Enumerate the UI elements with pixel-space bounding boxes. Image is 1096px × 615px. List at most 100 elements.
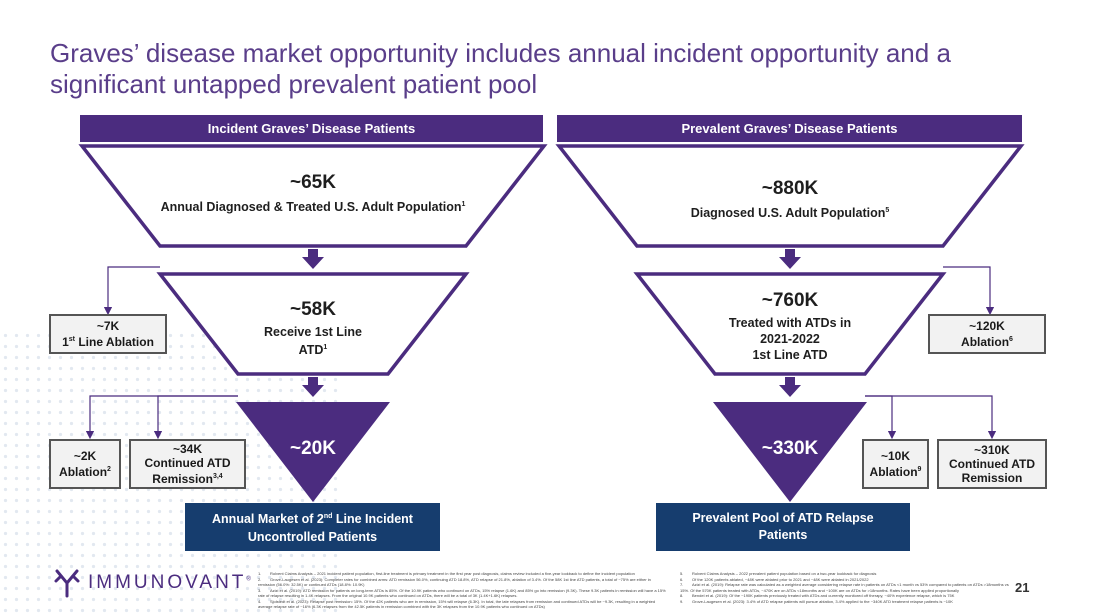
incident-funnel-level2 bbox=[156, 272, 470, 376]
footnote-item: 9. Grove-Laugesen et al. (2023): 3.4% of … bbox=[680, 599, 1010, 605]
incident-side3-value: ~34K bbox=[172, 442, 203, 456]
footnote-item: 5. Rolvent Claims Analysis – 2022 prevale… bbox=[680, 571, 1010, 577]
connector-incident-side1 bbox=[103, 266, 160, 316]
prevalent-header: Prevalent Graves’ Disease Patients bbox=[557, 115, 1022, 142]
footnote-item: 3. Azizi et al. (2019): ATD remission for… bbox=[258, 588, 668, 599]
incident-down-arrow-1 bbox=[302, 249, 324, 269]
company-logo: IMMUNOVANT® bbox=[52, 568, 251, 598]
incident-level1-text: ~65K Annual Diagnosed & Treated U.S. Adu… bbox=[160, 172, 466, 215]
footnote-item: 6. Of the 120K patients ablated, ~48K wer… bbox=[680, 577, 1010, 583]
footnote-number: 1. bbox=[258, 571, 262, 576]
incident-market-box: Annual Market of 2nd Line Incident Uncon… bbox=[185, 503, 440, 551]
incident-level1-ref: 1 bbox=[461, 201, 466, 208]
antibody-logo-icon bbox=[54, 569, 80, 598]
prevalent-level3-value: ~330K bbox=[761, 438, 819, 459]
footnote-text: Of the 120K patients ablated, ~48K were … bbox=[692, 576, 869, 582]
footnote-number: 5. bbox=[680, 571, 684, 576]
footnote-text: Azizi et al. (2019): ATD remission for p… bbox=[258, 587, 666, 599]
prevalent-side1-value: ~120K bbox=[969, 319, 1005, 333]
connector-incident-side2 bbox=[85, 395, 238, 440]
incident-side3-label2: Remission bbox=[152, 472, 213, 486]
connector-prevalent-side1 bbox=[943, 266, 995, 316]
prevalent-side2-label: Ablation bbox=[869, 465, 918, 479]
incident-header: Incident Graves’ Disease Patients bbox=[80, 115, 543, 142]
incident-level2-text: ~58K Receive 1st Line ATD1 bbox=[220, 299, 406, 358]
incident-funnel-level1 bbox=[78, 144, 548, 248]
prevalent-level2-label1: Treated with ATDs in bbox=[728, 316, 852, 330]
footnote-number: 3. bbox=[258, 587, 262, 593]
logo-mark: ® bbox=[246, 576, 251, 583]
connector-prevalent-side2 bbox=[865, 395, 897, 440]
prevalent-funnel-level2 bbox=[633, 272, 947, 376]
prevalent-market-box: Prevalent Pool of ATD Relapse Patients bbox=[656, 503, 910, 551]
prevalent-side3-label2: Remission bbox=[961, 471, 1023, 485]
incident-side1-ord-sup: st bbox=[68, 336, 76, 343]
footnote-number: 7. bbox=[680, 582, 684, 587]
prevalent-side2-ref: 9 bbox=[917, 466, 922, 473]
footnote-text: Sjolstedt et al. (2023): Relapse post re… bbox=[258, 598, 656, 610]
incident-market-ord-sup: nd bbox=[323, 513, 333, 521]
prevalent-side-box-2: ~10K Ablation9 bbox=[862, 439, 929, 489]
footnote-text: Grove-Laugesen et al. (2023): Completer … bbox=[258, 576, 651, 588]
footnote-item: 8. Bendel et al. (2019): Of the ~190K pat… bbox=[680, 593, 1010, 599]
footnote-text: Grove-Laugesen et al. (2023): 3.4% of AT… bbox=[692, 598, 953, 604]
incident-side-box-3: ~34K Continued ATD Remission3,4 bbox=[129, 439, 246, 489]
prevalent-side-box-3: ~310K Continued ATD Remission bbox=[937, 439, 1047, 489]
footnote-item: 1. Rolvent Claims Analysis – 2021 inciden… bbox=[258, 571, 668, 577]
incident-level1-label: Annual Diagnosed & Treated U.S. Adult Po… bbox=[160, 200, 462, 215]
incident-side1-value: ~7K bbox=[96, 319, 120, 333]
incident-down-arrow-2 bbox=[302, 377, 324, 397]
prevalent-funnel-level3 bbox=[713, 402, 867, 502]
footnote-text: Rolvent Claims Analysis – 2022 prevalent… bbox=[692, 571, 877, 576]
incident-level1-value: ~65K bbox=[290, 172, 336, 193]
incident-side-box-1: ~7K 1st Line Ablation bbox=[49, 314, 167, 354]
prevalent-side3-label1: Continued ATD bbox=[949, 457, 1035, 471]
prevalent-level1-text: ~880K Diagnosed U.S. Adult Population5 bbox=[637, 178, 943, 221]
prevalent-down-arrow-2 bbox=[779, 377, 801, 397]
footnote-text: Rolvent Claims Analysis – 2021 incident … bbox=[270, 571, 635, 576]
incident-level3-text: ~20K bbox=[263, 438, 363, 463]
incident-level2-label1: Receive 1st Line bbox=[264, 325, 362, 339]
incident-market-line2: Uncontrolled Patients bbox=[247, 529, 378, 544]
logo-name: IMMUNOVANT bbox=[88, 572, 247, 593]
incident-side1-label: Line Ablation bbox=[75, 335, 154, 349]
incident-side1-ord: 1 bbox=[62, 335, 69, 349]
prevalent-side1-ref: 6 bbox=[1009, 336, 1013, 343]
prevalent-level3-text: ~330K bbox=[740, 438, 840, 463]
prevalent-market-line1: Prevalent Pool of ATD Relapse bbox=[692, 511, 874, 525]
prevalent-side1-label: Ablation bbox=[961, 335, 1010, 349]
prevalent-market-line2: Patients bbox=[758, 528, 808, 542]
footnote-number: 9. bbox=[680, 598, 684, 604]
footnote-text: Azizi et al. (2019): Relapse rate was ca… bbox=[680, 582, 1009, 593]
incident-market-suffix: Line Incident bbox=[332, 512, 413, 527]
footnotes-left: 1. Rolvent Claims Analysis – 2021 inciden… bbox=[258, 571, 668, 610]
incident-market-prefix: Annual Market of 2 bbox=[212, 512, 324, 527]
footnote-item: 4. Sjolstedt et al. (2023): Relapse post … bbox=[258, 599, 668, 610]
connector-prevalent-side3 bbox=[865, 395, 997, 440]
footnote-text: Bendel et al. (2019): Of the ~190K patie… bbox=[692, 593, 955, 598]
prevalent-level2-value: ~760K bbox=[761, 290, 819, 311]
prevalent-level1-ref: 5 bbox=[885, 207, 890, 214]
footnote-number: 8. bbox=[680, 593, 684, 598]
prevalent-side-box-1: ~120K Ablation6 bbox=[928, 314, 1046, 354]
connector-incident-side3 bbox=[153, 395, 238, 440]
footnote-number: 2. bbox=[258, 576, 262, 582]
footnote-item: 2. Grove-Laugesen et al. (2023): Complete… bbox=[258, 577, 668, 588]
prevalent-level1-value: ~880K bbox=[761, 178, 819, 199]
incident-side2-ref: 2 bbox=[107, 466, 111, 473]
incident-side3-label1: Continued ATD bbox=[144, 456, 231, 470]
incident-side2-label: Ablation bbox=[59, 465, 108, 479]
prevalent-funnel-level1 bbox=[555, 144, 1025, 248]
prevalent-level2-label2: 2021-2022 bbox=[760, 332, 820, 346]
incident-side3-ref: 3,4 bbox=[212, 473, 223, 480]
prevalent-level2-text: ~760K Treated with ATDs in 2021-2022 1st… bbox=[697, 290, 883, 363]
incident-level2-label2: ATD bbox=[298, 343, 324, 358]
page-title: Graves’ disease market opportunity inclu… bbox=[50, 38, 951, 99]
prevalent-level2-label3: 1st Line ATD bbox=[752, 348, 828, 362]
incident-side-box-2: ~2K Ablation2 bbox=[49, 439, 121, 489]
incident-level3-value: ~20K bbox=[290, 438, 336, 459]
incident-funnel-level3 bbox=[236, 402, 390, 502]
page-number: 21 bbox=[1015, 580, 1030, 595]
prevalent-level1-label: Diagnosed U.S. Adult Population bbox=[690, 206, 886, 221]
